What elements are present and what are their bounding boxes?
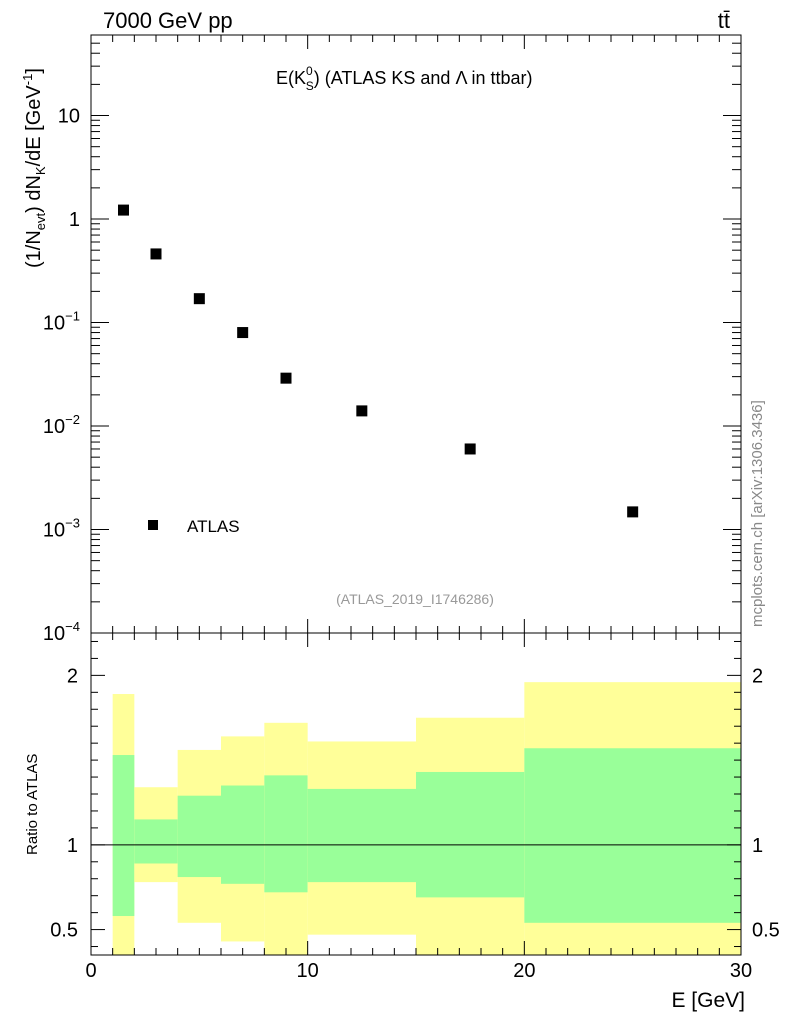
ratio-y-tick-label-right: 1	[752, 835, 763, 857]
inner-uncertainty-band	[524, 748, 741, 923]
ratio-y-tick-label-right: 2	[752, 665, 763, 687]
data-point	[356, 405, 368, 417]
y-tick-label: 10−1	[43, 309, 80, 335]
ratio-panel: 0.5 0.51 12 20 10 20 30 Ratio to ATLAS E [GeV]	[24, 632, 780, 1012]
ratio-tick-labels: 0.5 0.51 12 20 10 20 30	[50, 665, 780, 982]
legend-label: ATLAS	[187, 517, 240, 536]
plot-title: E(K0 S) (ATLAS KS and Λ in ttbar)	[276, 64, 533, 93]
y-tick-label: 10	[58, 106, 80, 128]
inner-uncertainty-band	[264, 775, 308, 893]
data-point	[280, 372, 292, 384]
data-point	[118, 204, 129, 216]
data-point	[193, 293, 205, 305]
inner-uncertainty-band	[177, 795, 221, 878]
ratio-y-axis-label: Ratio to ATLAS	[24, 754, 41, 855]
x-tick-label: 20	[513, 960, 535, 982]
data-point	[237, 327, 249, 339]
inner-uncertainty-band	[221, 785, 265, 884]
inner-uncertainty-band	[112, 755, 135, 917]
watermark: mcplots.cern.ch [arXiv:1306.3436]	[749, 400, 766, 627]
y-tick-label: 10−3	[43, 516, 80, 542]
x-tick-label: 0	[85, 960, 96, 982]
process-label: tt̄	[718, 8, 730, 33]
ratio-y-tick-label: 2	[67, 665, 78, 687]
main-y-axis-label: (1/Nevt) dNK/dE [GeV-1]	[20, 68, 48, 268]
y-tick-label: 10−4	[43, 619, 80, 645]
main-axis-ticks	[90, 34, 742, 634]
ratio-bands	[112, 682, 741, 955]
data-point	[464, 443, 476, 455]
data-point	[627, 506, 639, 518]
main-panel: 10 1 10−1 10−2 10−3 10−4 E(K0 S) (ATLAS KS and…	[20, 34, 742, 645]
inner-uncertainty-band	[307, 788, 416, 883]
x-tick-label: 30	[730, 960, 752, 982]
y-tick-label: 1	[69, 209, 80, 231]
main-y-tick-labels: 10 1 10−1 10−2 10−3 10−4	[43, 106, 80, 645]
analysis-id: (ATLAS_2019_I1746286)	[336, 591, 494, 607]
y-tick-label: 10−2	[43, 412, 80, 438]
beam-label: 7000 GeV pp	[103, 8, 233, 33]
inner-uncertainty-band	[416, 771, 525, 898]
x-tick-label: 10	[297, 960, 319, 982]
x-axis-label: E [GeV]	[671, 989, 745, 1012]
inner-uncertainty-band	[134, 819, 178, 864]
main-plot-frame	[90, 34, 742, 634]
ratio-y-tick-label: 1	[67, 835, 78, 857]
legend-marker	[148, 520, 158, 530]
data-point	[150, 248, 162, 260]
ratio-axis-ticks	[90, 633, 742, 955]
ratio-y-tick-label-right: 0.5	[752, 920, 780, 942]
data-points	[118, 204, 639, 518]
ratio-y-tick-label: 0.5	[50, 920, 78, 942]
